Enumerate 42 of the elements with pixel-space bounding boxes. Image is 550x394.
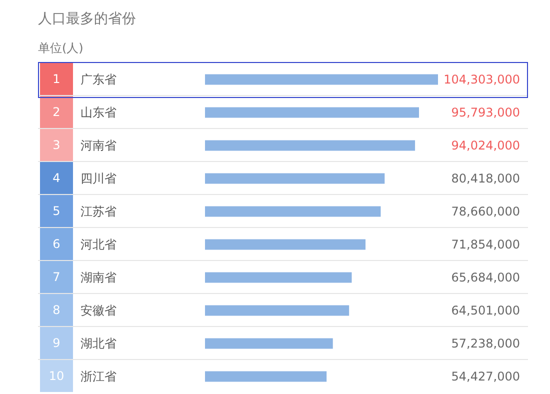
bar — [205, 107, 419, 118]
bar — [205, 239, 366, 250]
data-label: 54,427,000 — [451, 370, 520, 384]
bar — [205, 206, 381, 217]
y-tick-label: 广东省 — [80, 72, 116, 86]
bar — [205, 173, 385, 184]
data-label: 80,418,000 — [451, 172, 520, 186]
rank-badge: 10 — [40, 360, 73, 392]
y-tick-label: 湖南省 — [80, 270, 116, 284]
data-label: 95,793,000 — [451, 106, 520, 120]
y-tick-label: 安徽省 — [80, 304, 116, 318]
bar — [205, 272, 352, 283]
data-label: 64,501,000 — [451, 304, 520, 318]
rank-badge: 6 — [40, 228, 73, 260]
bar — [205, 140, 416, 151]
y-tick-label: 湖北省 — [80, 336, 116, 350]
data-label: 104,303,000 — [444, 72, 520, 86]
rank-badge: 5 — [40, 195, 73, 227]
bar — [205, 305, 350, 316]
y-tick-label: 浙江省 — [80, 370, 116, 384]
rank-badge: 2 — [40, 96, 73, 128]
y-tick-label: 江苏省 — [80, 204, 116, 218]
rank-badge: 1 — [40, 63, 73, 95]
rank-badge: 3 — [40, 129, 73, 161]
bar — [205, 74, 438, 85]
data-label: 57,238,000 — [451, 336, 520, 350]
y-tick-label: 四川省 — [80, 172, 116, 186]
data-label: 78,660,000 — [451, 204, 520, 218]
data-label: 65,684,000 — [451, 270, 520, 284]
rank-badge: 9 — [40, 327, 73, 359]
rank-badge: 8 — [40, 294, 73, 326]
rank-badge: 7 — [40, 261, 73, 293]
text: 人口最多的省份 — [38, 10, 136, 28]
rank-badge: 4 — [40, 162, 73, 194]
data-label: 71,854,000 — [451, 238, 520, 252]
y-tick-label: 河北省 — [80, 238, 116, 252]
bar — [205, 371, 327, 382]
y-tick-label: 山东省 — [80, 106, 116, 120]
data-label: 94,024,000 — [451, 138, 520, 152]
y-tick-label: 河南省 — [80, 138, 116, 152]
text: 单位(人) — [38, 40, 84, 57]
bar — [205, 338, 333, 349]
